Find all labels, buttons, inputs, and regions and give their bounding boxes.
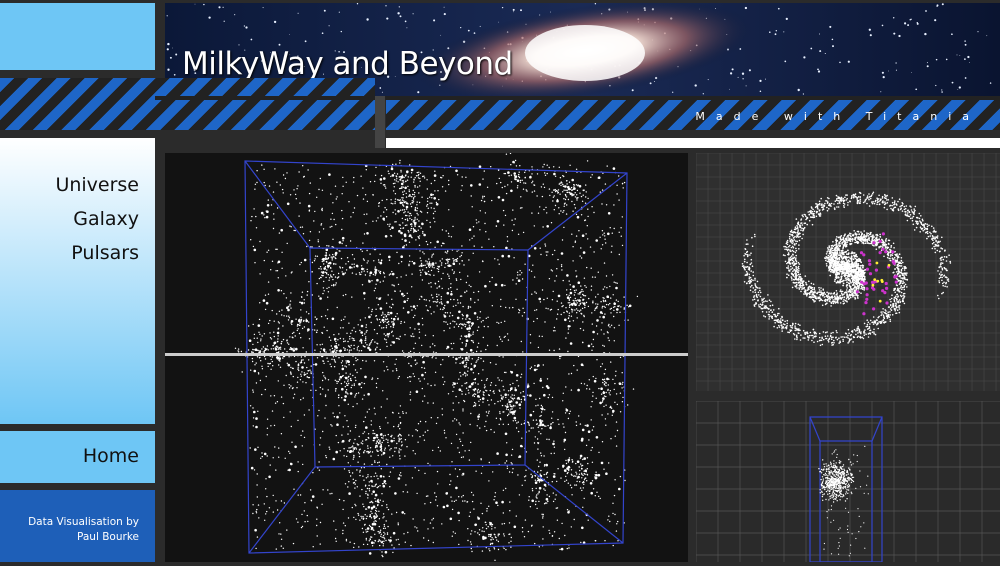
view-slice-line [165,353,688,356]
nav-item-galaxy[interactable]: Galaxy [0,202,155,236]
stripe-band-left [0,78,375,130]
galaxy-side-view[interactable] [696,401,1000,562]
galaxy-box-visualization[interactable] [696,401,1000,562]
top-left-panel [0,3,155,70]
connector-bar [375,96,385,148]
universe-3d-view[interactable] [165,153,688,562]
view-gap [688,153,696,562]
credit-panel: Data Visualisation by Paul Bourke [0,490,155,562]
header-white-bar [386,138,1000,148]
home-label[interactable]: Home [0,431,155,467]
made-with-label: Made with Titania [695,110,980,123]
home-button[interactable]: Home [0,431,155,483]
nav-item-pulsars[interactable]: Pulsars [0,236,155,270]
credit-text: Data Visualisation by Paul Bourke [0,490,155,545]
cube-wireframe [245,161,627,553]
universe-cube-visualization[interactable] [165,153,688,562]
sidebar-nav: Universe Galaxy Pulsars [0,138,155,424]
app-title: MilkyWay and Beyond [182,46,513,82]
nav-item-universe[interactable]: Universe [0,168,155,202]
galaxy-top-view[interactable] [696,153,1000,391]
spiral-galaxy-visualization[interactable] [696,153,1000,391]
